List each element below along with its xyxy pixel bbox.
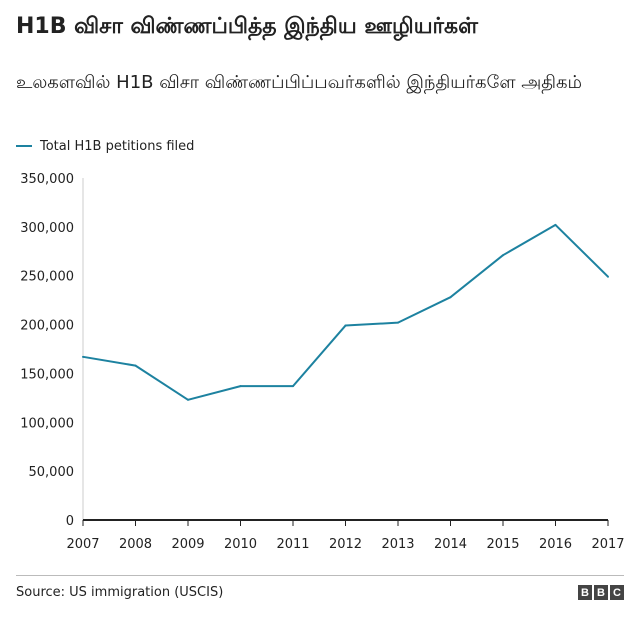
x-tick-label: 2012 <box>329 537 362 552</box>
y-tick-label: 250,000 <box>20 270 74 285</box>
y-tick-label: 50,000 <box>29 465 75 480</box>
legend: Total H1B petitions filed <box>16 138 194 154</box>
y-tick-label: 300,000 <box>20 221 74 236</box>
x-tick-label: 2017 <box>591 537 624 552</box>
source-text: Source: US immigration (USCIS) <box>16 585 224 600</box>
line-chart: 0 50,000 100,000 150,000 200,000 250,000 300,0… <box>20 172 624 552</box>
data-point <box>502 254 504 257</box>
x-tick-label: 2015 <box>486 537 519 552</box>
footer-divider <box>16 575 624 576</box>
data-point <box>82 355 84 358</box>
chart-title: H1B விசா விண்ணப்பித்த இந்திய ஊழியர்கள் <box>16 14 478 39</box>
data-point <box>397 321 399 324</box>
legend-swatch <box>16 145 32 147</box>
data-point <box>134 364 137 367</box>
y-tick-label: 350,000 <box>20 172 74 187</box>
x-tick-label: 2008 <box>119 537 152 552</box>
logo-letter: B <box>578 585 592 600</box>
data-point <box>292 385 294 388</box>
x-tick-label: 2013 <box>381 537 414 552</box>
data-point <box>607 275 609 278</box>
x-tick-label: 2009 <box>171 537 204 552</box>
logo-letter: B <box>594 585 608 600</box>
series-line <box>82 223 609 401</box>
bbc-logo: B B C <box>578 585 624 600</box>
y-tick-label: 100,000 <box>20 416 74 431</box>
x-tick-label: 2011 <box>276 537 309 552</box>
x-tick-label: 2016 <box>539 537 572 552</box>
chart-subtitle: உலகளவில் H1B விசா விண்ணப்பிப்பவர்களில் இ… <box>16 72 583 93</box>
y-tick-label: 200,000 <box>20 319 74 334</box>
data-point <box>554 223 557 226</box>
data-point <box>187 398 189 401</box>
x-tick-label: 2010 <box>224 537 257 552</box>
x-tick-label: 2007 <box>66 537 99 552</box>
y-tick-label: 0 <box>66 514 74 529</box>
x-tick-label: 2014 <box>434 537 467 552</box>
data-point <box>449 296 452 299</box>
legend-label: Total H1B petitions filed <box>40 138 195 154</box>
data-point <box>239 385 242 388</box>
y-tick-label: 150,000 <box>20 367 74 382</box>
logo-letter: C <box>610 585 624 600</box>
data-point <box>344 324 347 327</box>
